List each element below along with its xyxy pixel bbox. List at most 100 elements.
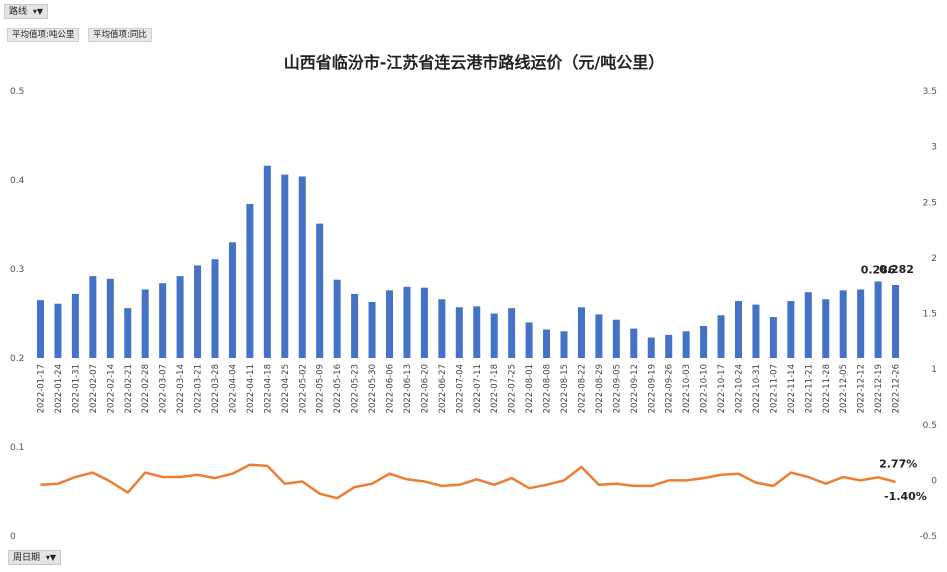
- value-field-label: 平均值项:吨公里: [12, 30, 75, 40]
- bar: [298, 176, 306, 358]
- bar: [892, 285, 900, 358]
- bar: [106, 278, 114, 358]
- right-axis-tick: 2: [931, 254, 937, 264]
- bar: [37, 300, 44, 358]
- bar: [159, 283, 167, 358]
- x-axis-tick: 2022-10-24: [735, 364, 745, 413]
- x-axis-tick: 2022-08-15: [560, 364, 570, 413]
- x-axis-tick: 2022-08-22: [577, 364, 587, 413]
- x-axis-tick: 2022-02-07: [89, 364, 99, 413]
- x-axis-tick: 2022-12-19: [874, 364, 884, 413]
- bar: [874, 281, 882, 358]
- right-axis-tick: 2.5: [923, 198, 937, 208]
- bar: [630, 328, 638, 358]
- right-axis-tick: 0.5: [923, 421, 937, 431]
- x-axis-tick: 2022-04-18: [263, 364, 273, 413]
- bar: [857, 289, 865, 358]
- right-axis-tick: 1.5: [923, 310, 937, 320]
- bar: [577, 307, 585, 358]
- chart-title: 山西省临汾市-江苏省连云港市路线运价（元/吨公里）: [284, 53, 665, 72]
- bar: [333, 279, 341, 358]
- left-axis-tick: 0: [10, 532, 16, 542]
- x-axis-tick: 2022-05-16: [333, 364, 343, 413]
- value-field-yoy[interactable]: 平均值项:同比: [88, 28, 152, 42]
- x-axis-tick: 2022-11-21: [804, 364, 814, 413]
- left-axis-tick: 0.4: [10, 176, 25, 186]
- data-label: 0.282: [879, 263, 914, 276]
- right-axis-tick: 0: [931, 476, 937, 486]
- bar: [228, 242, 236, 358]
- bar: [839, 290, 847, 358]
- bar: [543, 329, 551, 358]
- route-filter-button[interactable]: 路线 ▾▼: [4, 4, 49, 19]
- bar: [124, 308, 132, 358]
- data-label: 0.286: [861, 263, 896, 276]
- x-axis-tick: 2022-05-30: [368, 364, 378, 413]
- bar: [473, 306, 481, 358]
- bar: [508, 308, 516, 358]
- x-axis-tick: 2022-12-05: [839, 364, 849, 413]
- bar: [595, 314, 603, 358]
- bar: [822, 299, 830, 358]
- x-axis-tick: 2022-09-26: [665, 364, 675, 413]
- left-axis-tick: 0.2: [10, 354, 24, 364]
- x-axis-tick: 2022-03-07: [159, 364, 169, 413]
- x-axis-tick: 2022-10-31: [752, 364, 762, 413]
- x-axis-tick: 2022-09-12: [630, 364, 640, 413]
- x-axis-tick: 2022-10-17: [717, 364, 727, 413]
- bar: [804, 292, 812, 358]
- x-axis-tick: 2022-09-19: [647, 364, 657, 413]
- x-axis-tick: 2022-05-02: [298, 364, 308, 413]
- value-field-label: 平均值项:同比: [93, 30, 147, 40]
- bar: [368, 301, 376, 358]
- x-axis-tick: 2022-07-04: [455, 364, 465, 413]
- x-axis-tick: 2022-07-18: [490, 364, 500, 413]
- filter-dropdown-icon: ▾▼: [32, 7, 44, 16]
- right-axis-tick: -0.5: [919, 532, 937, 542]
- bar: [612, 319, 620, 358]
- x-axis-tick: 2022-04-11: [246, 364, 256, 413]
- bar: [769, 317, 777, 358]
- x-axis-tick: 2022-01-24: [54, 364, 64, 413]
- x-axis-tick: 2022-08-01: [525, 364, 535, 413]
- bar: [141, 289, 149, 358]
- right-axis-tick: 3.5: [923, 87, 937, 97]
- left-axis-tick: 0.3: [10, 265, 24, 275]
- week-filter-button[interactable]: 周日期 ▾▼: [8, 550, 62, 565]
- bar: [787, 301, 795, 358]
- bar: [752, 304, 760, 358]
- bar: [176, 276, 184, 358]
- filter-dropdown-icon: ▾▼: [45, 553, 57, 562]
- bar: [386, 290, 393, 358]
- x-axis-tick: 2022-02-14: [106, 364, 116, 413]
- x-axis-tick: 2022-11-07: [769, 364, 779, 413]
- value-field-ton-km[interactable]: 平均值项:吨公里: [7, 28, 80, 42]
- bar: [71, 293, 79, 358]
- left-axis-tick: 0.5: [10, 87, 24, 97]
- x-axis-tick: 2022-03-14: [176, 364, 186, 413]
- bar: [316, 223, 324, 358]
- bar: [54, 303, 62, 358]
- x-axis-tick: 2022-07-25: [508, 364, 518, 413]
- bar: [194, 265, 202, 358]
- week-filter-label: 周日期: [13, 553, 41, 563]
- data-label: 2.77%: [879, 457, 917, 470]
- x-axis-tick: 2022-06-20: [420, 364, 430, 413]
- x-axis-tick: 2022-08-08: [543, 364, 553, 413]
- bar: [700, 325, 708, 358]
- bar: [647, 337, 655, 358]
- bar: [717, 315, 725, 358]
- x-axis-tick: 2022-12-26: [892, 364, 902, 413]
- bar: [246, 204, 254, 358]
- bar: [682, 331, 690, 358]
- x-axis-tick: 2022-05-09: [316, 364, 326, 413]
- x-axis-tick: 2022-12-12: [857, 364, 867, 413]
- x-axis-tick: 2022-10-03: [682, 364, 692, 413]
- x-axis-tick: 2022-10-10: [700, 364, 710, 413]
- x-axis-tick: 2022-06-13: [403, 364, 413, 413]
- x-axis-tick: 2022-03-21: [194, 364, 204, 413]
- bar: [455, 307, 463, 358]
- x-axis-tick: 2022-11-14: [787, 364, 797, 413]
- route-filter-label: 路线: [9, 7, 28, 17]
